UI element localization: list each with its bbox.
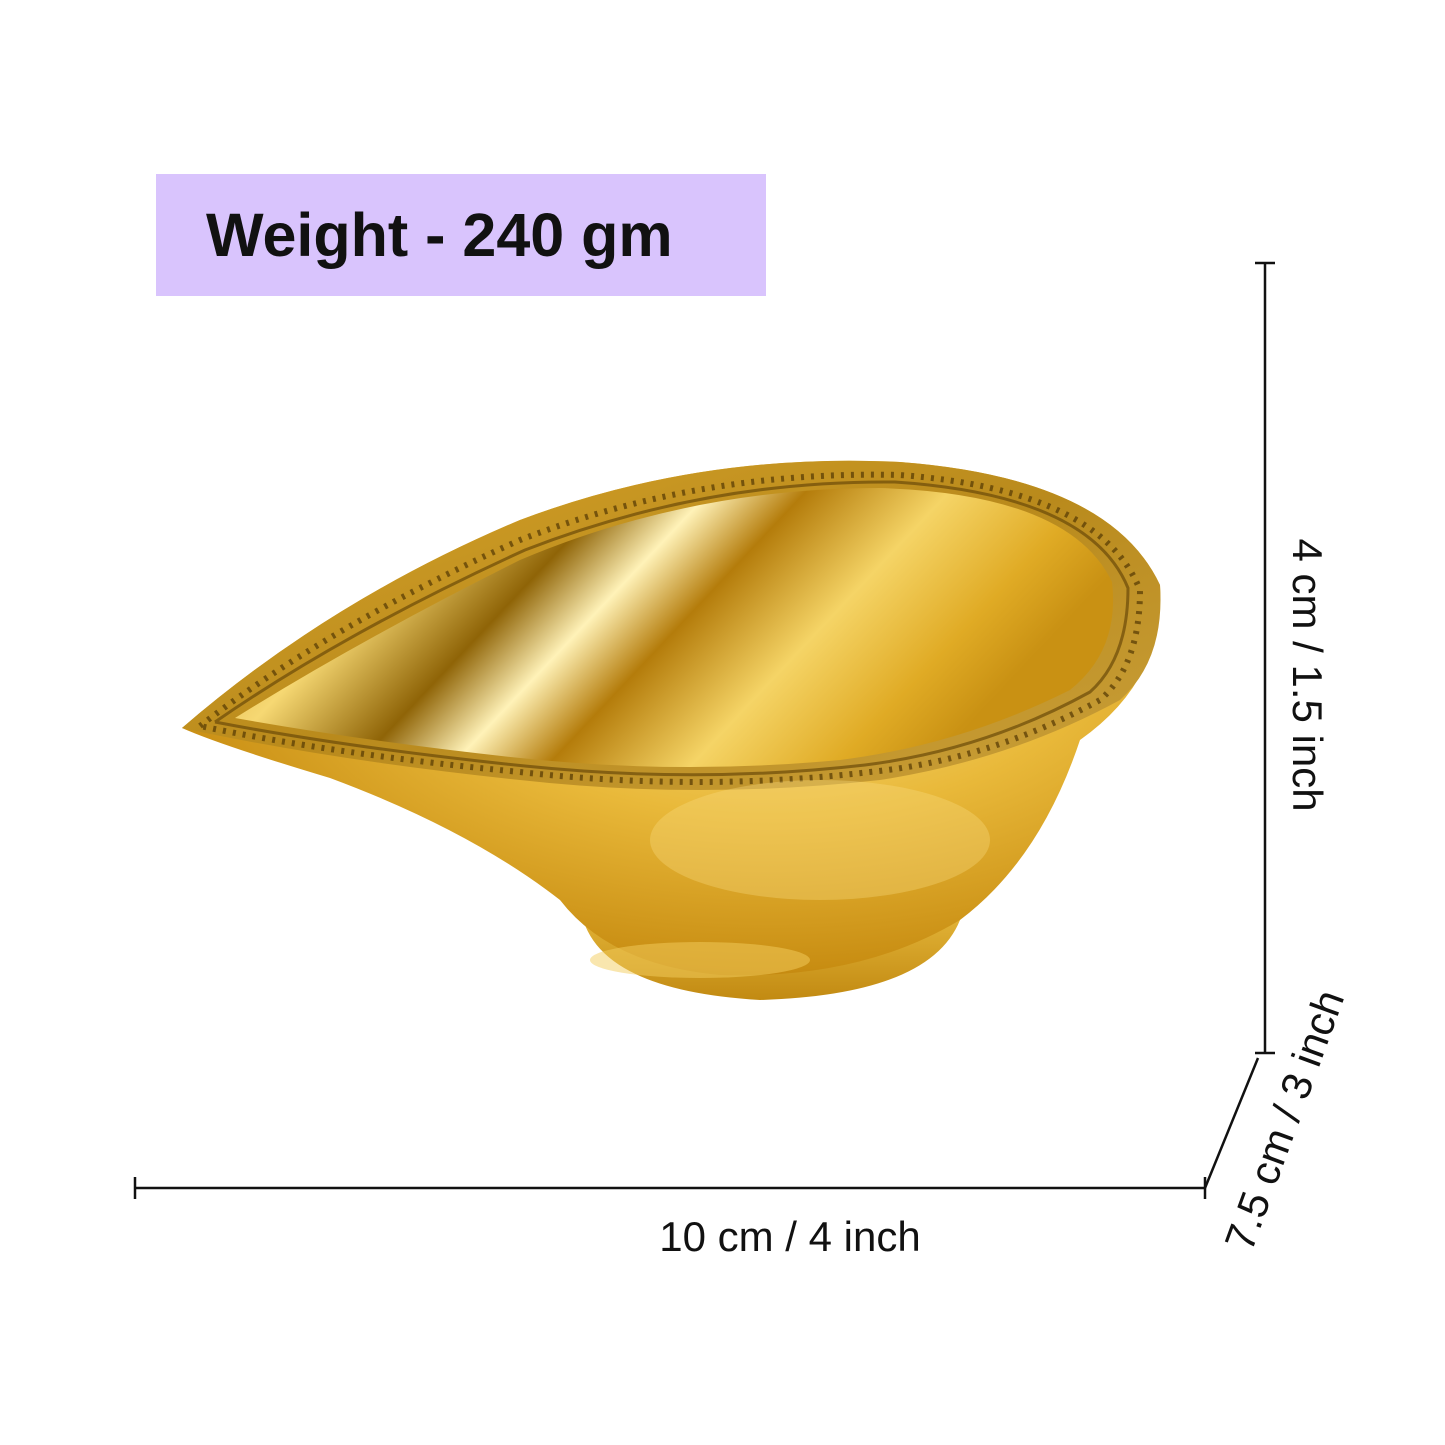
rim-engraving	[198, 471, 1144, 785]
height-label: 4 cm / 1.5 inch	[1284, 538, 1331, 811]
lamp-bowl-interior	[235, 488, 1114, 768]
width-label: 10 cm / 4 inch	[659, 1213, 920, 1260]
depth-dimension-line	[1203, 1057, 1260, 1189]
weight-badge: Weight - 240 gm	[156, 174, 766, 296]
depth-label: 7.5 cm / 3 inch	[1216, 984, 1354, 1257]
height-dimension-line	[1255, 261, 1275, 1055]
width-dimension-line	[133, 1177, 1207, 1199]
weight-label: Weight - 240 gm	[206, 201, 673, 269]
